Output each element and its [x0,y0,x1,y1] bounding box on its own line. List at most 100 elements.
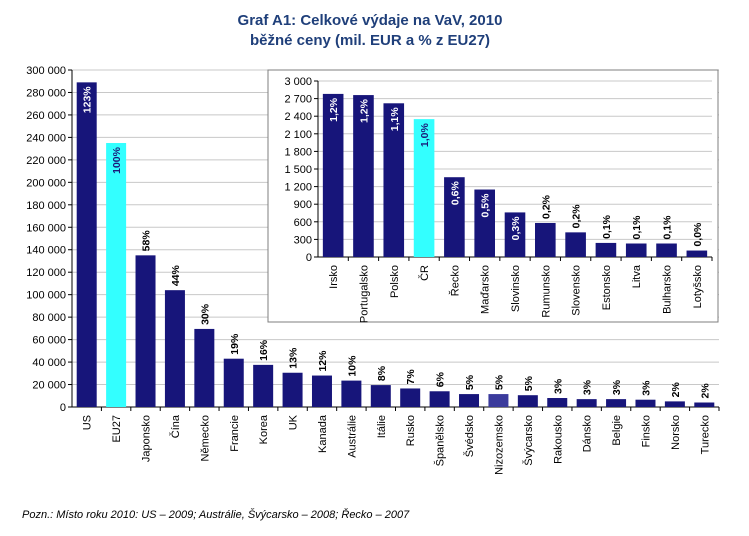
main-value-label: 5% [523,375,535,391]
inset-value-label: 0,1% [601,214,613,239]
main-category-label: Rusko [405,415,417,446]
inset-value-label: 0,5% [480,193,492,218]
main-y-tick-label: 80 000 [32,312,66,324]
main-bar [194,328,215,407]
inset-value-label: 0,0% [692,222,704,247]
inset-value-label: 0,6% [449,181,461,206]
inset-y-tick-label: 0 [306,252,312,264]
main-value-label: 7% [405,369,417,385]
main-bar [517,395,538,407]
inset-bar [322,93,344,257]
main-category-label: EU27 [111,415,123,443]
main-bar [606,399,627,407]
inset-bar [504,212,526,257]
main-category-label: Austrálie [346,415,358,458]
inset-category-label: Řecko [448,265,461,296]
chart-title: Graf A1: Celkové výdaje na VaV, 2010 [238,12,503,29]
inset-category-label: Irsko [328,265,340,289]
main-category-label: Finsko [640,415,652,447]
main-category-label: Belgie [611,415,623,446]
main-category-label: Kanada [317,414,329,453]
main-value-label: 3% [640,380,652,396]
main-category-label: Německo [199,415,211,461]
inset-chart: 0 300 600 900 1 200 1 500 1 800 2 100 2 400 2 700… [267,69,719,323]
main-value-label: 16% [258,339,270,361]
inset-category-label: Litva [631,264,643,288]
inset-bar [413,119,435,257]
main-value-label: 44% [170,264,182,286]
main-category-label: Turecko [699,415,711,454]
inset-value-label: 0,1% [662,215,674,240]
main-y-tick-label: 160 000 [26,222,66,234]
main-category-label: Švýcarsko [522,415,535,466]
main-bar [664,401,685,407]
main-category-label: Japonsko [141,415,153,462]
main-y-tick-label: 260 000 [26,110,66,122]
inset-bar [656,243,677,257]
inset-bar [625,243,647,257]
main-bar [429,391,450,407]
main-y-tick-label: 100 000 [26,290,66,302]
main-category-label: Dánsko [582,415,594,452]
inset-y-tick-label: 1 500 [284,164,312,176]
main-category-label: Korea [258,414,270,444]
inset-value-label: 1,0% [419,122,431,147]
inset-bar [383,103,405,257]
main-bar [106,143,127,407]
main-category-label: US [82,415,94,430]
main-bar [459,394,480,407]
inset-value-label: 0,2% [540,194,552,219]
main-bar [311,375,332,407]
inset-bar [595,242,617,257]
main-bar [135,255,156,407]
main-value-label: 12% [317,350,329,372]
main-category-label: UK [288,414,300,430]
main-value-label: 3% [582,379,594,395]
main-bar [164,290,185,407]
main-value-label: 58% [141,230,153,252]
inset-category-label: Slovensko [571,265,583,316]
main-category-label: Čína [169,414,182,438]
main-bar [400,388,421,407]
footnote: Pozn.: Místo roku 2010: US – 2009; Austr… [22,509,410,521]
inset-y-tick-label: 2 400 [284,111,312,123]
main-bar [547,398,568,407]
inset-value-label: 1,1% [389,107,401,132]
main-y-tick-label: 20 000 [32,380,66,392]
main-y-tick-label: 240 000 [26,132,66,144]
main-y-tick-label: 220 000 [26,155,66,167]
main-value-label: 5% [493,374,505,390]
inset-bar [565,232,586,257]
main-category-label: Švédsko [463,415,476,457]
main-value-label: 30% [199,303,211,325]
main-value-label: 13% [288,347,300,369]
inset-category-label: Maďarsko [480,265,492,314]
inset-y-tick-label: 600 [294,217,312,229]
main-value-label: 123% [82,86,94,114]
main-category-label: Norsko [670,415,682,450]
inset-bar [353,95,374,257]
inset-value-label: 1,2% [358,98,370,123]
main-y-tick-label: 120 000 [26,267,66,279]
inset-bar [535,222,556,257]
main-bar [576,399,597,407]
inset-category-label: Rumunsko [540,265,552,318]
inset-y-tick-label: 300 [294,234,312,246]
main-y-tick-label: 40 000 [32,357,66,369]
inset-category-label: Portugalsko [358,265,370,323]
main-value-label: 5% [464,374,476,390]
main-category-label: Španělsko [434,415,447,466]
inset-bar [474,189,495,257]
inset-bar [686,250,708,257]
inset-y-tick-label: 3 000 [284,76,312,88]
main-value-label: 6% [435,371,447,387]
main-y-tick-label: 140 000 [26,245,66,257]
inset-value-label: 0,1% [631,215,643,240]
main-value-label: 3% [552,378,564,394]
inset-value-label: 1,2% [328,97,340,122]
main-value-label: 8% [376,365,388,381]
main-category-label: Nizozemsko [493,415,505,475]
main-value-label: 19% [229,333,241,355]
main-bar [223,358,244,407]
